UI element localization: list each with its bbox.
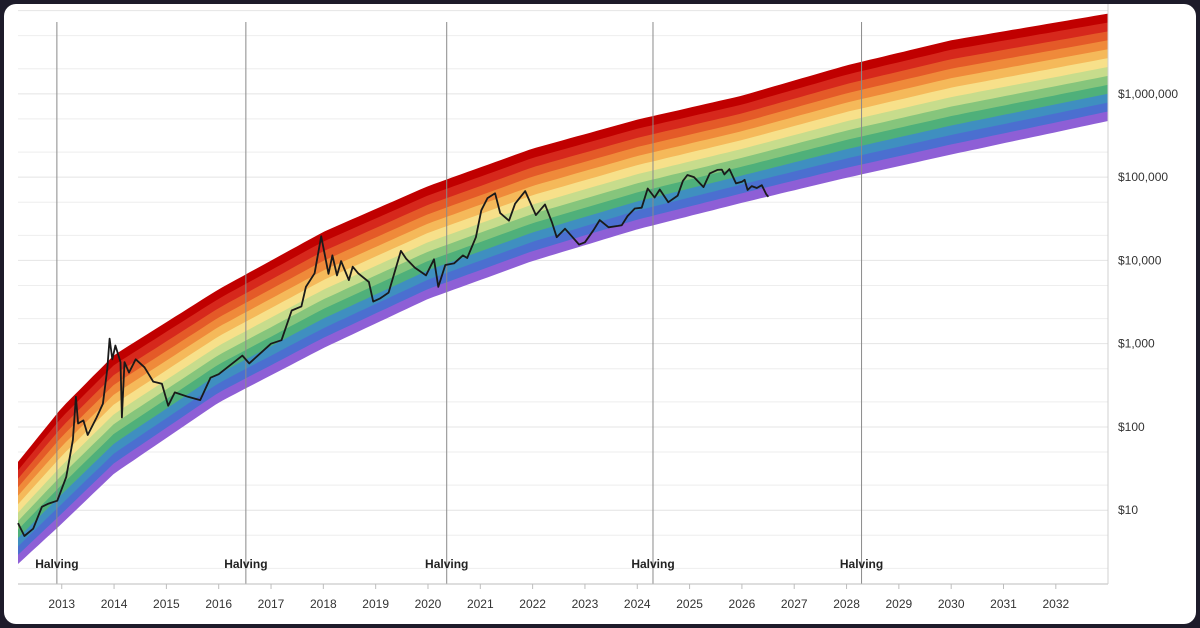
y-tick-label: $10,000 <box>1118 253 1162 267</box>
y-tick-label: $100,000 <box>1118 170 1168 184</box>
halving-label: Halving <box>840 557 883 571</box>
x-tick-label: 2018 <box>310 597 337 611</box>
x-tick-label: 2015 <box>153 597 180 611</box>
x-tick-label: 2013 <box>48 597 75 611</box>
x-tick-label: 2017 <box>258 597 285 611</box>
x-tick-label: 2026 <box>729 597 756 611</box>
price-line <box>17 168 770 537</box>
x-tick-label: 2023 <box>572 597 599 611</box>
x-tick-label: 2014 <box>101 597 128 611</box>
x-tick-label: 2016 <box>205 597 232 611</box>
halving-label: Halving <box>224 557 267 571</box>
y-tick-label: $1,000,000 <box>1118 87 1178 101</box>
x-tick-label: 2024 <box>624 597 651 611</box>
halving-markers: Halving Halving Halving Halving Halving <box>35 22 883 584</box>
x-tick-label: 2022 <box>519 597 546 611</box>
halving-label: Halving <box>35 557 78 571</box>
y-tick-label: $1,000 <box>1118 337 1155 351</box>
axes: 2013 2014 2015 2016 2017 2018 2019 2020 2021 2022… <box>18 4 1178 611</box>
x-tick-label: 2020 <box>415 597 442 611</box>
x-tick-label: 2031 <box>990 597 1017 611</box>
y-tick-label: $10 <box>1118 503 1138 517</box>
x-tick-label: 2028 <box>833 597 860 611</box>
x-tick-label: 2021 <box>467 597 494 611</box>
x-tick-label: 2019 <box>362 597 389 611</box>
rainbow-chart: Halving Halving Halving Halving Halving 2013… <box>17 4 1178 611</box>
y-tick-label: $100 <box>1118 420 1145 434</box>
x-tick-label: 2030 <box>938 597 965 611</box>
x-tick-label: 2029 <box>886 597 913 611</box>
x-tick-label: 2025 <box>676 597 703 611</box>
x-tick-label: 2027 <box>781 597 808 611</box>
rainbow-bands <box>18 13 1108 564</box>
halving-label: Halving <box>631 557 674 571</box>
price-series <box>17 168 770 537</box>
chart-card: Halving Halving Halving Halving Halving 2013… <box>4 4 1196 624</box>
halving-label: Halving <box>425 557 468 571</box>
x-tick-label: 2032 <box>1042 597 1069 611</box>
